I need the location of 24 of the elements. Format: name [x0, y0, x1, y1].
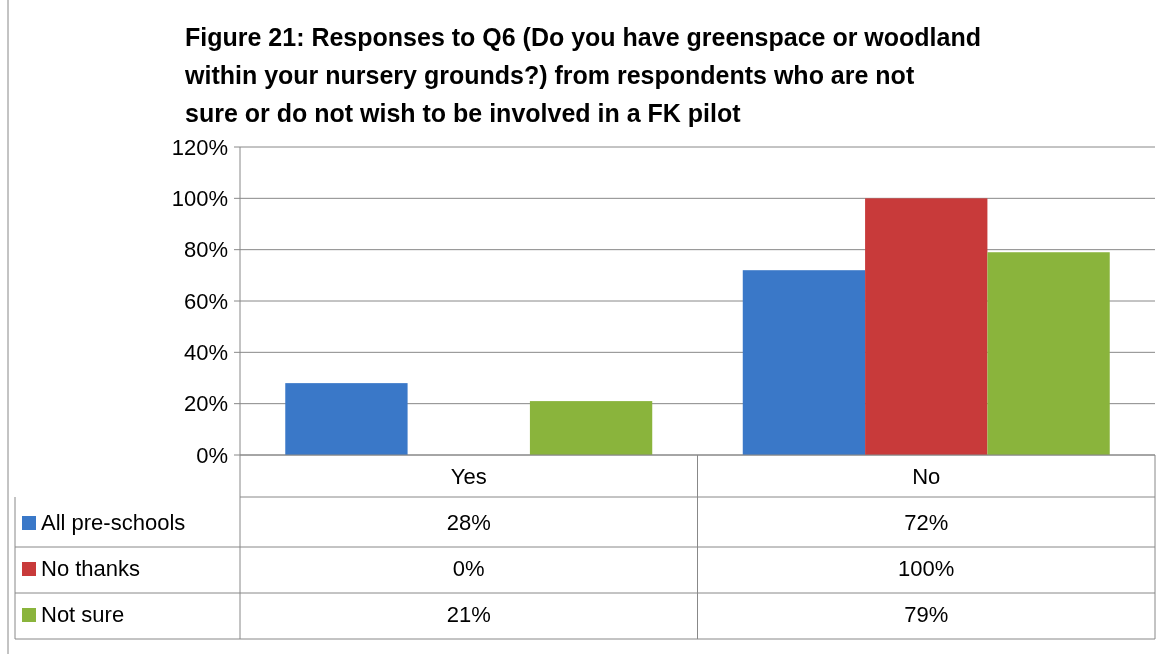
x-tick-label: No — [912, 463, 941, 489]
data-label: 0% — [452, 555, 485, 581]
bar — [865, 198, 988, 455]
y-tick-label: 80% — [183, 237, 228, 263]
data-label: 79% — [904, 601, 949, 627]
data-label: 100% — [898, 555, 955, 581]
bar — [987, 252, 1110, 455]
data-label: 21% — [446, 601, 491, 627]
y-tick-label: 0% — [196, 442, 228, 468]
bar — [285, 383, 408, 455]
legend-label: All pre-schools — [41, 509, 186, 535]
y-tick-label: 120% — [171, 134, 228, 160]
data-label: 28% — [446, 509, 491, 535]
chart-title: Figure 21: Responses to Q6 (Do you have greenspace or woodland within your nursery grounds?) from respondents who are not sure or do not wish to be involved in a FK pilot — [184, 23, 982, 127]
bar — [742, 270, 866, 455]
y-tick-label: 20% — [183, 391, 228, 417]
data-label: 72% — [904, 509, 949, 535]
y-tick-label: 100% — [171, 186, 228, 212]
bar — [529, 401, 653, 455]
y-tick-label: 60% — [183, 288, 228, 314]
x-tick-label: Yes — [450, 463, 487, 489]
y-tick-label: 40% — [183, 340, 228, 366]
legend-label: Not sure — [41, 601, 125, 627]
legend-label: No thanks — [41, 555, 141, 581]
